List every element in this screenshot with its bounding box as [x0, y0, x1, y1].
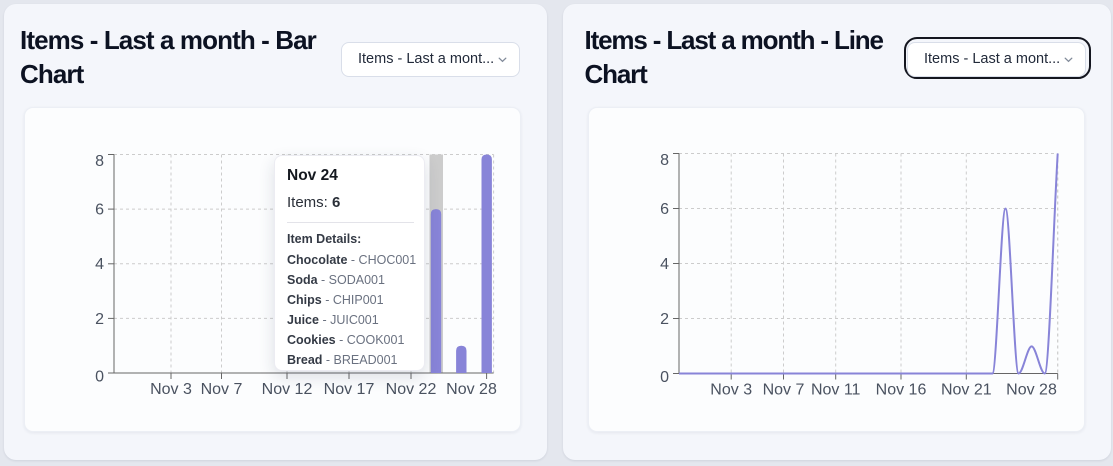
svg-text:0: 0: [660, 369, 669, 386]
svg-text:Nov 28: Nov 28: [1006, 382, 1057, 399]
svg-text:4: 4: [660, 256, 669, 273]
svg-text:Nov 12: Nov 12: [262, 381, 313, 398]
svg-text:0: 0: [95, 369, 104, 386]
svg-text:2: 2: [95, 311, 104, 328]
svg-text:Nov 21: Nov 21: [941, 382, 992, 399]
svg-text:6: 6: [95, 202, 104, 219]
svg-text:Nov 7: Nov 7: [201, 381, 243, 398]
svg-text:Nov 17: Nov 17: [324, 381, 375, 398]
svg-text:Nov 22: Nov 22: [386, 381, 437, 398]
svg-text:8: 8: [95, 153, 104, 170]
svg-text:4: 4: [95, 256, 104, 273]
svg-text:Nov 7: Nov 7: [763, 382, 805, 399]
svg-text:Nov 3: Nov 3: [150, 381, 192, 398]
svg-text:Nov 3: Nov 3: [710, 382, 752, 399]
svg-text:6: 6: [660, 201, 669, 218]
svg-text:8: 8: [660, 152, 669, 169]
svg-text:2: 2: [660, 311, 669, 328]
svg-text:Nov 16: Nov 16: [876, 382, 927, 399]
svg-text:Nov 28: Nov 28: [446, 381, 497, 398]
svg-text:Nov 11: Nov 11: [811, 382, 861, 399]
